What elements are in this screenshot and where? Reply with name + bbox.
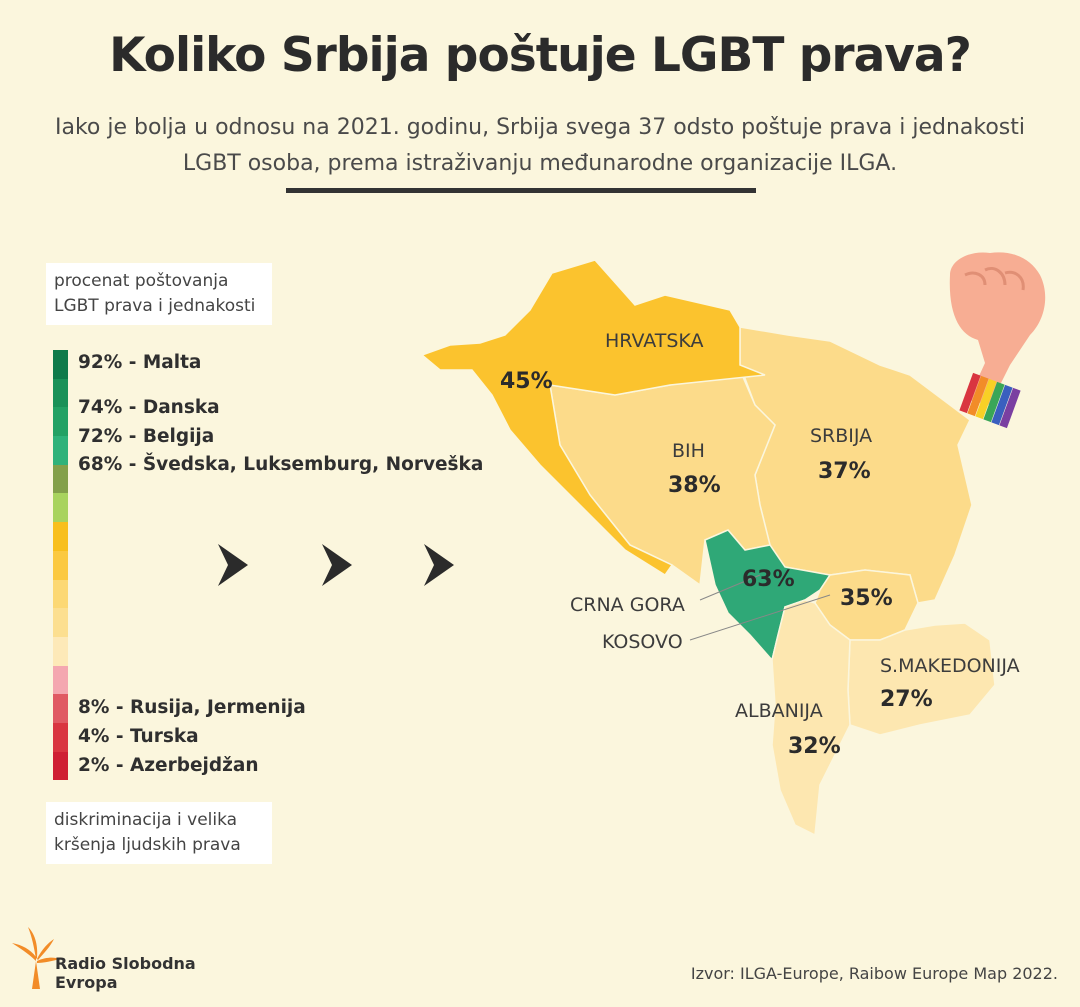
- value-crna-gora: 63%: [742, 567, 795, 592]
- rse-logo: [12, 927, 60, 989]
- label-bih: BIH: [672, 440, 705, 462]
- scale-step-11: [53, 665, 68, 695]
- scale-step-4: [53, 464, 68, 494]
- legend-entry-turska: 4% - Turska: [78, 726, 199, 747]
- divider: [286, 188, 756, 193]
- chevron-right-icon: [424, 544, 454, 586]
- scale-step-9: [53, 608, 68, 637]
- value-bih: 38%: [668, 473, 721, 498]
- scale-step-0: [53, 350, 68, 379]
- legend-top-line-1: procenat poštovanja: [54, 271, 229, 291]
- label-kosovo: KOSOVO: [602, 631, 683, 653]
- legend-entry-azerbejdzan: 2% - Azerbejdžan: [78, 755, 259, 776]
- scale-step-6: [53, 522, 68, 551]
- scale-step-3: [53, 436, 68, 465]
- scale-step-10: [53, 636, 68, 666]
- subtitle: Iako je bolja u odnosu na 2021. godinu, …: [40, 110, 1040, 182]
- flame-logo-icon: [12, 927, 60, 989]
- scale-step-1: [53, 378, 68, 408]
- map-region-albanija: [771, 599, 851, 837]
- scale-step-13: [53, 722, 68, 752]
- legend-bottom-line-1: diskriminacija i velika: [54, 810, 238, 830]
- scale-step-7: [53, 550, 68, 580]
- chevron-right-icon: [322, 544, 352, 586]
- subtitle-line-2: LGBT osoba, prema istraživanju međunarod…: [182, 151, 898, 176]
- value-albanija: 32%: [788, 734, 841, 759]
- legend-top-line-2: LGBT prava i jednakosti: [54, 296, 256, 316]
- legend-bottom-line-2: kršenja ljudskih prava: [54, 835, 241, 855]
- scale-step-14: [53, 751, 68, 781]
- scale-step-5: [53, 493, 68, 523]
- logo-line-2: Evropa: [55, 973, 118, 992]
- value-hrvatska: 45%: [500, 369, 553, 394]
- logo-text: Radio Slobodna Evropa: [55, 954, 196, 992]
- source-note: Izvor: ILGA-Europe, Raibow Europe Map 20…: [690, 964, 1058, 983]
- value-s-makedonija: 27%: [880, 687, 933, 712]
- legend-top-caption: procenat poštovanja LGBT prava i jednako…: [46, 263, 272, 325]
- legend-entry-belgija: 72% - Belgija: [78, 426, 215, 447]
- legend-entry-svedska: 68% - Švedska, Luksemburg, Norveška: [78, 454, 484, 475]
- page-title: Koliko Srbija poštuje LGBT prava?: [109, 28, 972, 83]
- subtitle-line-1: Iako je bolja u odnosu na 2021. godinu, …: [55, 115, 1025, 140]
- label-hrvatska: HRVATSKA: [605, 330, 704, 352]
- logo-line-1: Radio Slobodna: [55, 954, 196, 973]
- value-kosovo: 35%: [840, 586, 893, 611]
- map-region-s-makedonija: [847, 622, 996, 736]
- legend-entry-rusija: 8% - Rusija, Jermenija: [78, 697, 306, 718]
- chevron-arrows: [218, 544, 454, 586]
- scale-step-8: [53, 579, 68, 609]
- label-srbija: SRBIJA: [810, 425, 872, 447]
- scale-step-12: [53, 694, 68, 723]
- label-crna-gora: CRNA GORA: [570, 594, 685, 616]
- balkan-map: HRVATSKA 45% BIH 38% SRBIJA 37% 63% CRNA…: [420, 252, 1046, 837]
- value-srbija: 37%: [818, 459, 871, 484]
- legend-entry-malta: 92% - Malta: [78, 352, 202, 373]
- raised-fist-icon: [949, 252, 1046, 429]
- color-scale: [53, 350, 68, 781]
- chevron-right-icon: [218, 544, 248, 586]
- label-albanija: ALBANIJA: [735, 700, 823, 722]
- legend-entry-danska: 74% - Danska: [78, 397, 220, 418]
- label-s-makedonija: S.MAKEDONIJA: [880, 655, 1020, 677]
- scale-step-2: [53, 407, 68, 437]
- legend-bottom-caption: diskriminacija i velika kršenja ljudskih…: [46, 802, 272, 864]
- map-region-hrvatska: [420, 259, 766, 577]
